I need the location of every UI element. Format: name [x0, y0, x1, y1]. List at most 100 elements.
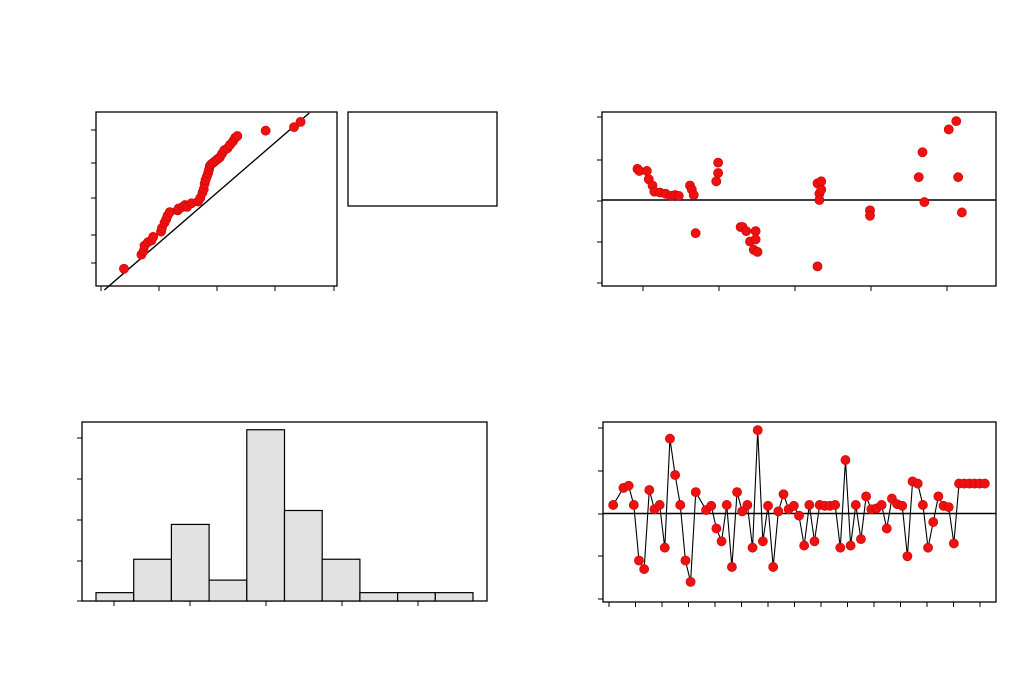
probability-plot-frame [95, 111, 338, 287]
fits-point-35 [919, 197, 930, 207]
order-point-64 [948, 538, 959, 549]
order-point-0 [608, 500, 619, 510]
order-point-41 [830, 500, 841, 510]
order-point-21 [726, 562, 737, 572]
order-point-19 [716, 536, 727, 547]
fits-point-28 [814, 195, 825, 205]
histogram-bar-8 [397, 592, 436, 602]
probability-fit-line [103, 112, 310, 291]
fits-point-31 [812, 261, 823, 272]
histogram-bar-5 [283, 509, 323, 602]
order-point-45 [850, 500, 861, 510]
order-point-42 [835, 542, 846, 553]
fits-point-37 [943, 124, 954, 135]
fits-plot-frame [601, 111, 997, 287]
order-connector-line [612, 430, 985, 583]
order-point-60 [928, 517, 939, 527]
order-point-55 [902, 551, 913, 562]
order-point-15 [690, 487, 701, 498]
order-point-4 [634, 555, 644, 566]
order-point-37 [809, 536, 820, 547]
fits-point-29 [816, 176, 827, 187]
probability-point-43 [295, 116, 306, 127]
histogram-bar-4 [246, 429, 286, 602]
order-point-54 [897, 500, 908, 511]
probability-point-6 [148, 231, 159, 242]
order-point-10 [665, 433, 675, 444]
histogram-bar-9 [434, 592, 474, 602]
histogram-bar-1 [133, 558, 172, 602]
fits-point-30 [816, 184, 827, 195]
order-point-47 [861, 491, 872, 502]
fits-point-10 [673, 190, 684, 201]
order-point-2 [623, 480, 634, 491]
fits-point-38 [951, 116, 962, 127]
residuals-versus-order-plot [598, 421, 997, 607]
order-point-50 [876, 500, 887, 510]
order-point-31 [778, 489, 789, 500]
fits-point-20 [741, 226, 752, 237]
histogram-plot [77, 421, 488, 606]
order-point-12 [675, 500, 686, 510]
order-point-3 [628, 500, 639, 510]
order-point-11 [670, 470, 681, 480]
order-point-36 [804, 500, 815, 510]
fits-point-13 [688, 190, 699, 200]
order-point-25 [747, 542, 758, 553]
order-point-70 [979, 478, 990, 489]
order-point-18 [711, 523, 722, 534]
fits-point-14 [690, 228, 701, 239]
order-point-61 [933, 491, 944, 502]
order-point-17 [706, 500, 717, 511]
order-point-14 [685, 577, 696, 587]
order-point-13 [680, 555, 691, 566]
fits-point-33 [865, 210, 875, 221]
probability-point-40 [232, 131, 243, 141]
order-point-35 [799, 540, 810, 551]
fits-point-25 [752, 246, 763, 257]
order-point-26 [752, 425, 763, 436]
order-point-27 [757, 536, 768, 547]
order-point-43 [840, 455, 851, 465]
order-plot-frame [602, 421, 997, 603]
order-point-23 [737, 506, 748, 517]
order-point-22 [732, 487, 742, 498]
fits-point-15 [711, 176, 722, 187]
order-point-51 [881, 523, 892, 534]
order-point-5 [639, 564, 650, 574]
probability-point-41 [260, 125, 271, 136]
order-point-6 [644, 485, 655, 495]
order-point-59 [923, 542, 933, 553]
normal-probability-plot [91, 111, 338, 291]
order-point-30 [773, 506, 784, 517]
histogram-bar-0 [95, 592, 135, 602]
order-point-44 [845, 540, 856, 551]
order-point-9 [659, 542, 670, 553]
fits-point-24 [750, 234, 761, 245]
order-point-46 [856, 534, 866, 545]
histogram-bar-2 [170, 523, 210, 602]
histogram-bar-3 [208, 579, 248, 602]
order-point-24 [742, 500, 753, 510]
order-point-20 [721, 500, 732, 510]
histogram-bar-7 [359, 592, 399, 602]
order-point-33 [788, 500, 799, 511]
order-point-8 [654, 500, 665, 510]
histogram-bar-6 [321, 558, 361, 602]
fits-point-34 [917, 147, 928, 158]
probability-point-42 [289, 122, 299, 133]
fits-point-16 [713, 168, 724, 178]
residuals-versus-fits-plot [597, 111, 997, 291]
order-point-63 [943, 502, 954, 512]
fits-point-17 [713, 157, 724, 168]
probability-point-0 [119, 263, 129, 274]
order-point-29 [768, 562, 779, 572]
legend-box-panel [347, 111, 498, 207]
fits-point-36 [913, 172, 924, 183]
fits-point-40 [953, 172, 964, 183]
order-point-34 [794, 510, 804, 521]
fits-point-39 [956, 207, 967, 218]
order-point-28 [763, 500, 773, 511]
fits-point-23 [750, 226, 761, 237]
